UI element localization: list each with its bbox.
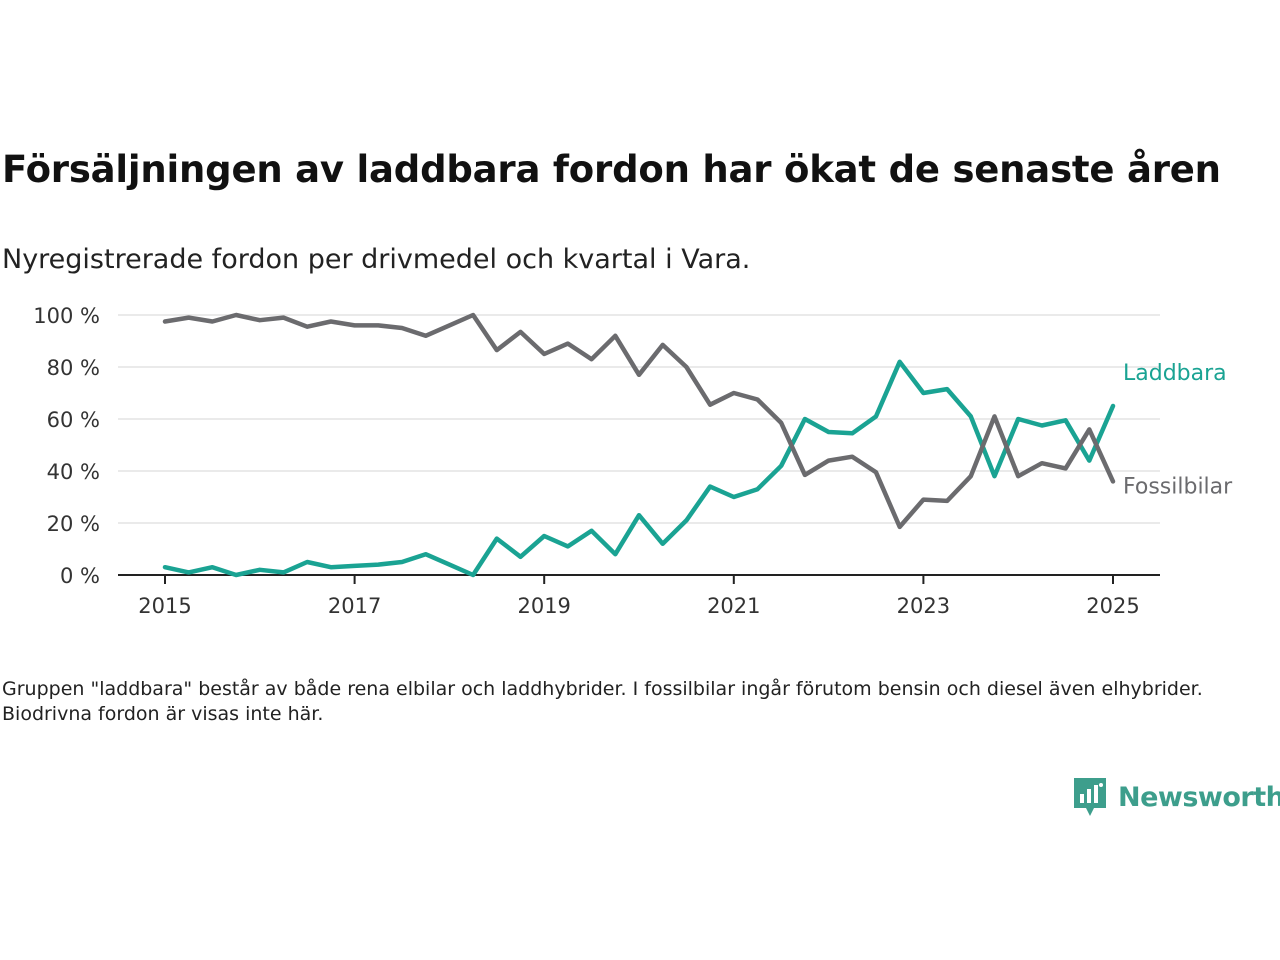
newsworthy-logo-icon: [1074, 778, 1106, 816]
y-tick-label: 40 %: [47, 460, 100, 484]
chart-title: Försäljningen av laddbara fordon har öka…: [2, 148, 1221, 191]
series-line-fossilbilar: [162, 312, 1116, 530]
newsworthy-logo[interactable]: Newsworthy: [1072, 776, 1280, 818]
series-label-laddbara: Laddbara: [1123, 361, 1227, 386]
line-chart: 0 % 20 % 40 % 60 % 80 % 100 % 2015 2017 2019 2021…: [33, 304, 1233, 618]
x-tick-label: 2025: [1086, 594, 1139, 618]
footnote: Gruppen "laddbara" består av både rena e…: [2, 678, 1203, 725]
x-tick-label: 2015: [138, 594, 191, 618]
series-labels: Laddbara Fossilbilar: [1123, 361, 1233, 499]
grid-lines: [118, 314, 1160, 524]
series-lines: [162, 312, 1116, 578]
x-tick-label: 2019: [517, 594, 570, 618]
axes: 0 % 20 % 40 % 60 % 80 % 100 % 2015 2017 2019 2021…: [33, 304, 1160, 618]
y-tick-label: 20 %: [47, 512, 100, 536]
brand-name: Newsworthy: [1118, 781, 1280, 813]
y-tick-label: 100 %: [33, 304, 100, 328]
series-label-fossilbilar: Fossilbilar: [1123, 474, 1233, 499]
chart-subtitle: Nyregistrerade fordon per drivmedel och …: [2, 244, 751, 275]
y-tick-label: 80 %: [47, 356, 100, 380]
series-line-laddbara: [162, 359, 1116, 578]
x-tick-label: 2023: [897, 594, 950, 618]
x-tick-label: 2021: [707, 594, 760, 618]
y-tick-label: 0 %: [60, 564, 100, 588]
y-tick-label: 60 %: [47, 408, 100, 432]
x-tick-label: 2017: [328, 594, 381, 618]
